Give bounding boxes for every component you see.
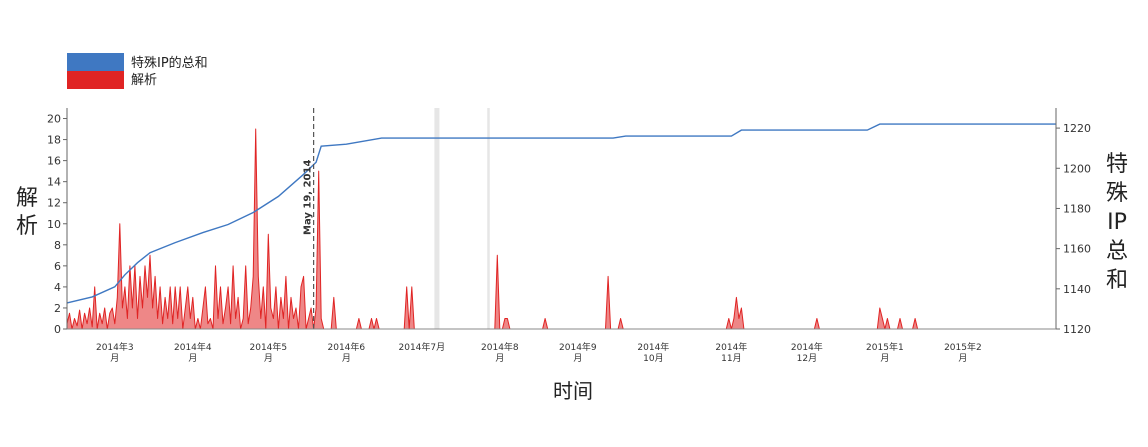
x-tick-label: 月 [495,353,504,364]
x-tick-label: 月 [342,353,351,364]
y-left-tick-label: 2 [54,302,61,315]
y-axis-right-ticks: 1120 1140 1160 1180 1200 1220 [1056,122,1091,336]
y-right-tick-label: 1220 [1063,122,1091,135]
annotation-label: May 19, 2014 [303,160,314,235]
x-tick-label: 12月 [797,353,817,364]
y-left-tick-label: 12 [47,197,61,210]
x-tick-label: 2014年5 [250,341,288,353]
y-right-title-char: 殊 [1106,181,1128,206]
y-right-tick-label: 1180 [1063,202,1091,215]
y-axis-right-title: 特殊 IP 总和 [1106,152,1128,293]
x-tick-label: 2014年7月 [399,341,446,353]
y-axis-left-ticks: 0 2 4 6 8 10 12 14 16 18 20 [47,113,67,336]
y-right-tick-label: 1140 [1063,283,1091,296]
x-tick-label: 2014年 [715,341,747,353]
y-right-title-char: 特 [1106,152,1128,177]
total-ip-line [66,123,1056,304]
x-axis-title: 时间 [553,379,593,403]
x-tick-label: 2014年4 [174,341,212,353]
x-tick-label: 2014年9 [559,341,597,353]
y-right-title-char: 和 [1106,268,1128,293]
total-ip-line-layer [66,123,1056,304]
y-axis-left-title: 解析 [16,186,38,239]
x-tick-label: 11月 [721,353,741,364]
y-right-title-char: 总 [1106,239,1128,264]
y-left-title-char: 析 [16,214,38,239]
y-right-title-char: IP [1107,210,1127,235]
y-left-tick-label: 8 [54,239,61,252]
y-left-tick-label: 18 [47,134,61,147]
axes [66,108,1057,330]
x-tick-label: 月 [110,353,119,364]
shaded-band [487,108,490,329]
x-tick-label: 月 [958,353,967,364]
x-tick-label: 2014年6 [328,341,366,353]
shaded-band [434,108,440,329]
x-tick-label: 月 [573,353,582,364]
y-left-tick-label: 0 [54,323,61,336]
x-tick-label: 2014年8 [481,341,519,353]
legend-swatch-total-ip [67,53,124,71]
x-tick-label: 月 [188,353,197,364]
y-right-tick-label: 1120 [1063,323,1091,336]
y-left-title-char: 解 [16,186,38,211]
legend-label-total-ip: 特殊IP的总和 [131,55,208,71]
y-left-tick-label: 14 [47,176,61,189]
y-right-tick-label: 1200 [1063,162,1091,175]
x-tick-label: 2015年2 [944,341,982,353]
x-tick-label: 2014年3 [96,341,134,353]
x-tick-label: 2014年 [637,341,669,353]
x-tick-label: 10月 [643,353,663,364]
y-right-tick-label: 1160 [1063,243,1091,256]
shaded-bands [434,108,490,329]
y-left-tick-label: 4 [54,281,61,294]
y-left-tick-label: 6 [54,260,61,273]
x-tick-label: 2014年 [791,341,823,353]
x-tick-label: 月 [880,353,889,364]
y-left-tick-label: 20 [47,113,61,126]
x-tick-label: 2015年1 [866,341,904,353]
legend: 特殊IP的总和 解析 [67,53,208,89]
y-left-tick-label: 16 [47,155,61,168]
legend-swatch-resolution [67,71,124,89]
x-tick-label: 月 [264,353,273,364]
y-left-tick-label: 10 [47,218,61,231]
annotation-layer: May 19, 2014 [303,108,315,329]
legend-label-resolution: 解析 [131,73,157,88]
